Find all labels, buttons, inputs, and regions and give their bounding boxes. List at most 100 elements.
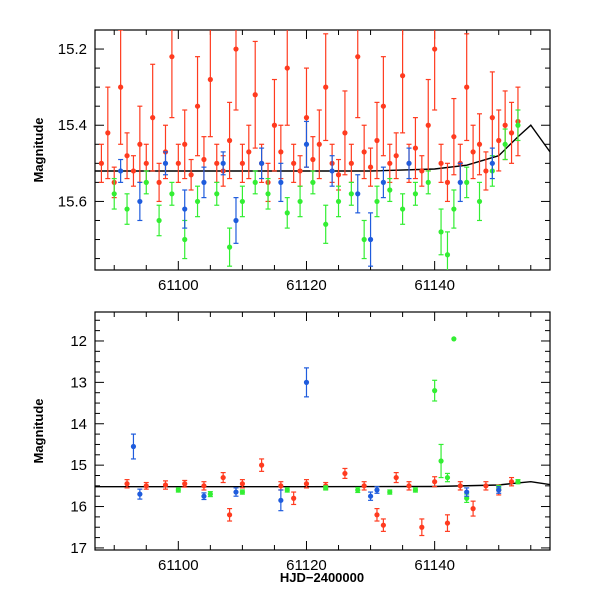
red-data-point	[432, 46, 438, 52]
blue-data-point	[496, 487, 502, 493]
red-data-point	[169, 54, 175, 60]
y-tick-label: 15.6	[58, 193, 87, 210]
green-data-point	[239, 489, 245, 495]
blue-data-point	[303, 141, 310, 147]
green-data-point	[400, 206, 406, 212]
green-data-point	[323, 485, 329, 491]
red-data-point	[393, 474, 399, 481]
blue-data-point	[406, 160, 412, 166]
blue-data-point	[201, 179, 207, 185]
green-data-point	[111, 191, 117, 197]
y-tick-label: 15.4	[58, 117, 87, 134]
blue-data-point	[380, 179, 386, 185]
green-data-point	[169, 191, 175, 197]
blue-data-point	[367, 236, 374, 243]
blue-data-point	[278, 497, 284, 503]
bottom-panel-frame	[94, 311, 551, 551]
red-data-point	[291, 160, 297, 166]
green-data-point	[374, 198, 380, 205]
red-data-point	[303, 115, 310, 121]
green-data-point	[207, 491, 213, 497]
green-data-point	[412, 191, 419, 197]
red-data-point	[239, 160, 245, 166]
top-panel-ticks: 61100 61120 61140 15.2 15.4 15.6	[58, 29, 550, 294]
green-data-point	[355, 487, 361, 493]
green-data-point	[464, 495, 470, 501]
red-data-point	[406, 483, 412, 489]
blue-data-point	[162, 160, 169, 166]
red-data-point	[470, 149, 476, 155]
red-data-point	[425, 122, 431, 128]
green-data-point	[387, 489, 393, 495]
top-panel-frame	[94, 29, 551, 271]
red-data-point	[143, 160, 149, 166]
red-data-point	[297, 168, 303, 174]
red-data-point	[387, 160, 393, 166]
red-data-point	[457, 483, 463, 489]
x-axis-label: HJD−2400000	[280, 570, 364, 585]
red-data-point	[367, 164, 374, 170]
blue-data-point	[489, 160, 495, 166]
bottom-y-axis-label: Magnitude	[31, 399, 46, 464]
top-y-axis-label: Magnitude	[31, 118, 46, 183]
red-data-point	[502, 122, 508, 128]
green-data-point	[464, 179, 470, 185]
top-panel: 61100 61120 61140 15.2 15.4 15.6 Magnitude	[31, 29, 551, 294]
red-data-point	[271, 122, 278, 128]
red-data-point	[508, 130, 515, 136]
red-data-point	[380, 103, 386, 109]
bottom-panel-data	[95, 336, 550, 537]
blue-data-point	[137, 198, 143, 205]
bottom-panel-ticks: 61100 61120 61140 12 13 14 15 16 17	[70, 312, 550, 574]
red-data-point	[400, 73, 406, 79]
red-data-point	[444, 179, 451, 185]
blue-data-point	[182, 206, 188, 212]
x-tick-label: 61100	[158, 557, 199, 574]
red-data-point	[143, 483, 149, 489]
green-data-point	[143, 179, 149, 185]
red-data-point	[188, 172, 194, 178]
red-data-point	[496, 137, 502, 144]
red-data-point	[342, 470, 348, 477]
red-data-point	[105, 130, 111, 136]
red-data-point	[342, 130, 348, 136]
red-data-point	[316, 141, 322, 147]
green-data-point	[265, 191, 271, 197]
green-data-point	[239, 198, 245, 205]
red-data-point	[419, 524, 425, 530]
red-data-point	[252, 92, 258, 98]
red-data-point	[483, 168, 489, 174]
x-tick-label: 61120	[286, 557, 327, 574]
blue-data-point	[457, 179, 463, 185]
blue-data-point	[233, 217, 239, 224]
red-data-point	[98, 160, 105, 166]
blue-data-point	[278, 179, 284, 185]
red-data-point	[483, 483, 489, 489]
red-data-point	[412, 145, 419, 151]
red-data-point	[464, 84, 470, 90]
red-data-point	[182, 141, 188, 147]
red-data-point	[220, 474, 226, 481]
green-data-point	[284, 487, 290, 493]
red-data-point	[335, 172, 342, 178]
red-data-point	[194, 103, 201, 109]
blue-data-point	[233, 489, 239, 495]
red-data-point	[226, 137, 233, 144]
red-data-point	[150, 115, 156, 121]
red-data-point	[291, 495, 297, 501]
blue-data-point	[130, 443, 137, 450]
green-data-point	[361, 236, 367, 243]
green-data-point	[515, 479, 521, 485]
blue-data-point	[118, 168, 124, 174]
green-data-point	[444, 252, 451, 258]
red-data-point	[284, 65, 290, 71]
green-data-point	[432, 388, 438, 394]
x-tick-label: 61140	[414, 557, 455, 574]
red-data-point	[361, 149, 367, 155]
top-panel-data	[95, 30, 550, 270]
red-data-point	[470, 506, 476, 512]
red-data-point	[451, 134, 457, 140]
red-data-point	[156, 179, 162, 185]
red-data-point	[233, 46, 239, 52]
green-data-point	[438, 229, 444, 235]
